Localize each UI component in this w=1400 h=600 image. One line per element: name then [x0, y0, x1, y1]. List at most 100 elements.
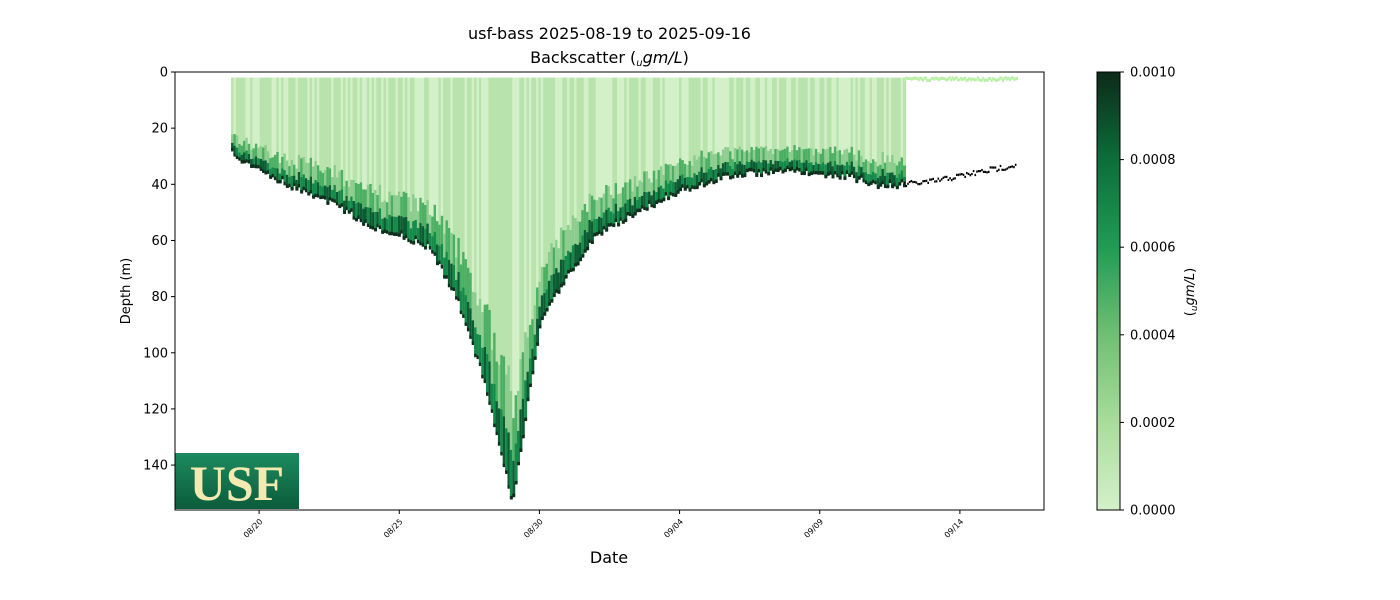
backscatter-cell	[798, 77, 802, 171]
bottom-return-cell	[547, 302, 551, 306]
backscatter-cell	[874, 161, 878, 174]
heatmap-column	[891, 77, 895, 189]
bottom-track-point	[935, 180, 938, 183]
bottom-return-cell	[507, 485, 511, 489]
backscatter-cell	[388, 214, 392, 234]
backscatter-cell	[338, 190, 342, 207]
backscatter-cell	[481, 77, 485, 377]
heatmap-column	[478, 77, 482, 367]
bottom-return-cell	[590, 240, 594, 245]
backscatter-cell	[724, 77, 728, 175]
backscatter-cell	[664, 163, 668, 181]
heatmap-column	[576, 77, 580, 266]
backscatter-cell	[412, 77, 416, 244]
backscatter-cell	[478, 335, 482, 365]
backscatter-cell	[254, 156, 258, 167]
bottom-return-cell	[774, 168, 778, 172]
bottom-return-cell	[745, 168, 749, 173]
backscatter-cell	[800, 162, 804, 174]
heatmap-column	[483, 77, 487, 384]
backscatter-cell	[850, 77, 854, 174]
backscatter-cell	[736, 164, 740, 177]
backscatter-cell	[590, 77, 594, 243]
heatmap-column	[555, 77, 559, 293]
bottom-return-cell	[576, 262, 580, 266]
backscatter-cell	[638, 197, 642, 211]
surface-point	[983, 79, 986, 83]
bottom-return-cell	[876, 185, 880, 190]
backscatter-cell	[359, 203, 363, 221]
bottom-return-cell	[719, 176, 723, 181]
heatmap-column	[872, 77, 876, 184]
backscatter-cell	[762, 147, 766, 160]
backscatter-cell	[264, 77, 268, 173]
backscatter-cell	[886, 155, 890, 173]
backscatter-cell	[686, 77, 690, 187]
bottom-return-cell	[679, 187, 683, 192]
bottom-track-point	[1011, 165, 1014, 168]
backscatter-cell	[836, 77, 840, 176]
heatmap-column	[447, 77, 451, 288]
bottom-track-point	[964, 175, 966, 179]
backscatter-cell	[512, 77, 516, 496]
backscatter-cell	[671, 181, 675, 195]
heatmap-column	[288, 77, 292, 188]
heatmap-column	[788, 77, 792, 172]
bottom-return-cell	[559, 283, 563, 288]
backscatter-cell	[507, 432, 511, 488]
backscatter-cell	[409, 228, 413, 243]
bottom-return-cell	[300, 190, 304, 194]
backscatter-cell	[607, 77, 611, 226]
backscatter-cell	[714, 153, 718, 169]
backscatter-cell	[690, 77, 694, 188]
backscatter-cell	[514, 77, 518, 483]
bottom-return-cell	[819, 171, 823, 175]
heatmap-column	[531, 77, 535, 375]
bottom-return-cell	[316, 194, 320, 198]
backscatter-cell	[781, 77, 785, 172]
colorbar-tick-label: 0.0008	[1130, 153, 1176, 168]
bottom-track-point	[982, 170, 985, 173]
backscatter-cell	[402, 191, 406, 218]
backscatter-cell	[883, 77, 887, 187]
surface-point	[948, 76, 951, 80]
heatmap-column	[719, 77, 723, 181]
backscatter-cell	[400, 77, 404, 233]
backscatter-cell	[328, 77, 332, 200]
bottom-return-cell	[612, 223, 616, 228]
backscatter-cell	[381, 77, 385, 233]
backscatter-cell	[304, 178, 308, 191]
bottom-return-cell	[729, 175, 733, 180]
bottom-return-cell	[264, 170, 268, 175]
backscatter-cell	[869, 174, 873, 184]
heatmap-column	[733, 77, 737, 175]
bottom-return-cell	[814, 170, 818, 175]
heatmap-column	[307, 77, 311, 196]
backscatter-cell	[695, 159, 699, 176]
backscatter-cell	[860, 167, 864, 177]
heatmap-column	[352, 77, 356, 220]
backscatter-cell	[481, 347, 485, 377]
backscatter-cell	[628, 77, 632, 215]
backscatter-cell	[488, 309, 492, 362]
surface-point	[954, 76, 957, 80]
heatmap-column	[257, 77, 261, 169]
heatmap-column	[354, 77, 358, 222]
backscatter-cell	[435, 221, 439, 245]
heatmap-column	[445, 77, 449, 279]
backscatter-cell	[667, 77, 671, 199]
backscatter-cell	[273, 154, 277, 168]
backscatter-cell	[695, 77, 699, 188]
heatmap-column	[262, 77, 266, 173]
backscatter-cell	[464, 295, 468, 325]
backscatter-cell	[302, 156, 306, 175]
backscatter-cell	[662, 174, 666, 189]
backscatter-cell	[690, 165, 694, 178]
bottom-return-cell	[407, 238, 411, 243]
backscatter-cell	[307, 180, 311, 195]
backscatter-cell	[838, 77, 842, 179]
backscatter-cell	[455, 77, 459, 299]
bottom-return-cell	[235, 155, 239, 160]
bottom-return-cell	[771, 170, 775, 175]
